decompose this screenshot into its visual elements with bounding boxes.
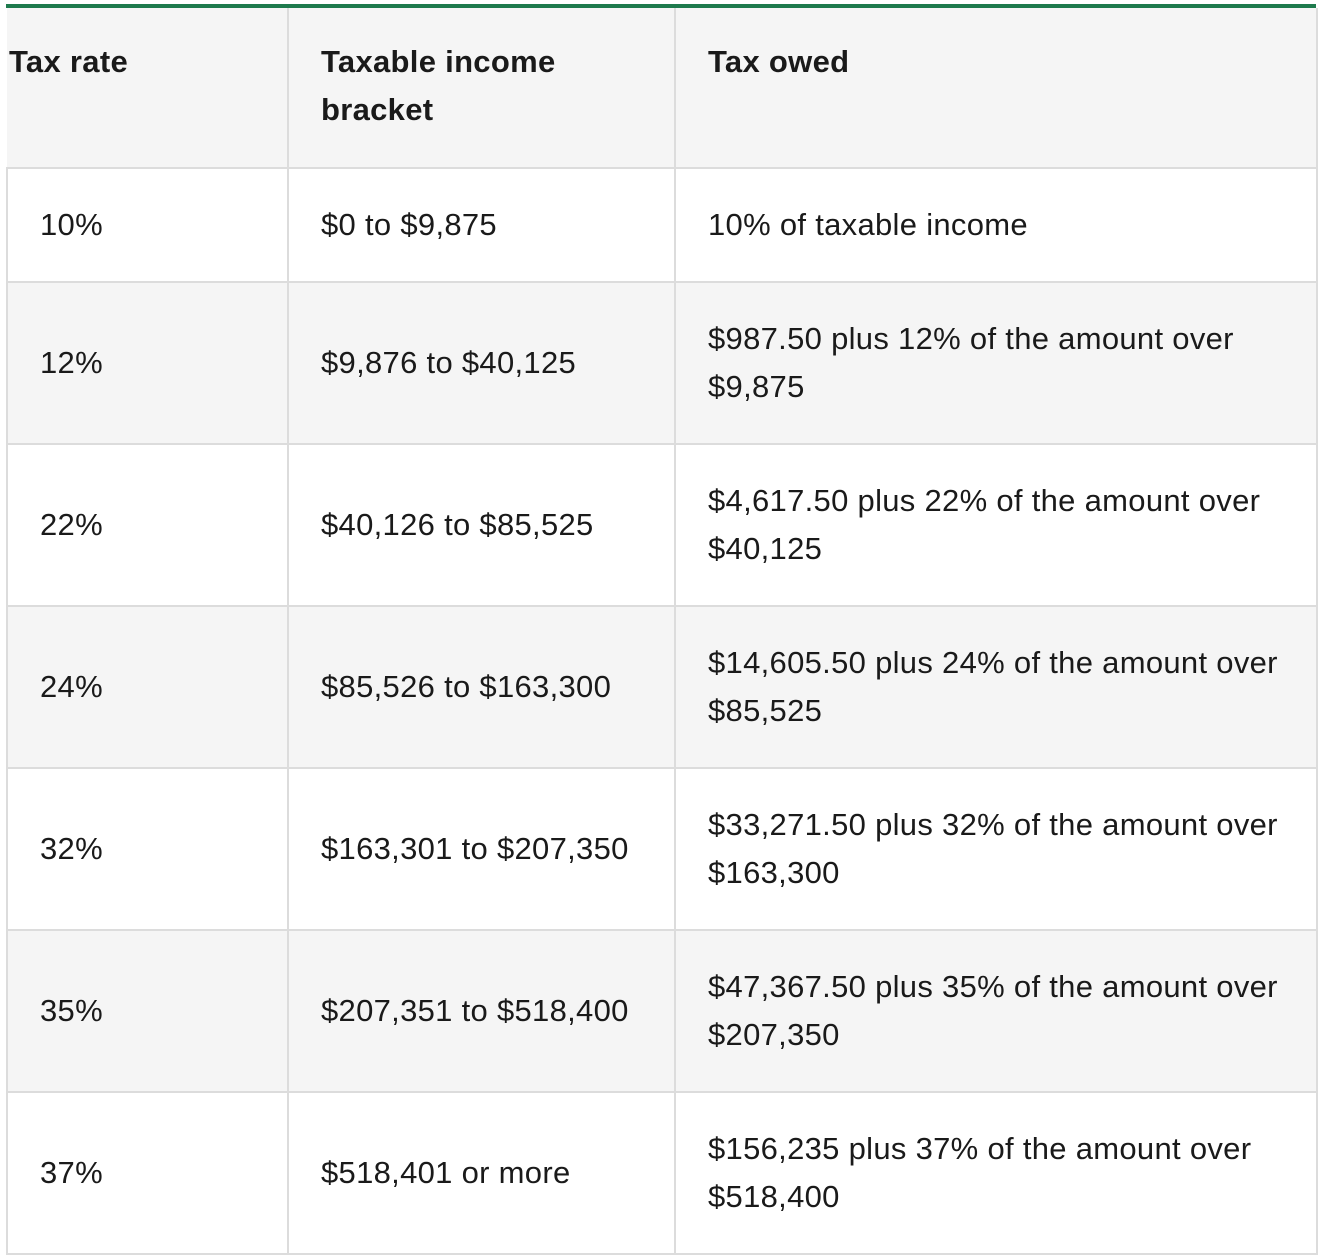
table-row: 12% $9,876 to $40,125 $987.50 plus 12% o… (6, 281, 1318, 445)
cell-tax-rate: 32% (6, 767, 289, 931)
table-row: 32% $163,301 to $207,350 $33,271.50 plus… (6, 767, 1318, 931)
cell-income-bracket: $163,301 to $207,350 (287, 767, 676, 931)
tax-brackets-table-container: Tax rate Taxable income bracket Tax owed… (6, 4, 1318, 1255)
cell-tax-owed: 10% of taxable income (674, 167, 1318, 283)
cell-tax-rate: 37% (6, 1091, 289, 1255)
tax-brackets-table: Tax rate Taxable income bracket Tax owed… (6, 8, 1318, 1255)
table-row: 37% $518,401 or more $156,235 plus 37% o… (6, 1091, 1318, 1255)
cell-tax-rate: 12% (6, 281, 289, 445)
cell-tax-owed: $4,617.50 plus 22% of the amount over $4… (674, 443, 1318, 607)
cell-tax-rate: 10% (6, 167, 289, 283)
cell-tax-owed: $33,271.50 plus 32% of the amount over $… (674, 767, 1318, 931)
header-tax-owed: Tax owed (674, 8, 1318, 169)
header-taxable-income-bracket: Taxable income bracket (287, 8, 676, 169)
cell-income-bracket: $0 to $9,875 (287, 167, 676, 283)
table-row: 10% $0 to $9,875 10% of taxable income (6, 167, 1318, 283)
cell-tax-owed: $47,367.50 plus 35% of the amount over $… (674, 929, 1318, 1093)
cell-income-bracket: $9,876 to $40,125 (287, 281, 676, 445)
header-row: Tax rate Taxable income bracket Tax owed (7, 8, 1318, 169)
header-tax-rate: Tax rate (7, 8, 289, 169)
cell-tax-rate: 22% (6, 443, 289, 607)
cell-tax-owed: $987.50 plus 12% of the amount over $9,8… (674, 281, 1318, 445)
table-row: 22% $40,126 to $85,525 $4,617.50 plus 22… (6, 443, 1318, 607)
table-row: 24% $85,526 to $163,300 $14,605.50 plus … (6, 605, 1318, 769)
table-row: 35% $207,351 to $518,400 $47,367.50 plus… (6, 929, 1318, 1093)
table-body: 10% $0 to $9,875 10% of taxable income 1… (6, 167, 1318, 1255)
table-header: Tax rate Taxable income bracket Tax owed (7, 8, 1318, 169)
cell-tax-rate: 24% (6, 605, 289, 769)
cell-income-bracket: $85,526 to $163,300 (287, 605, 676, 769)
cell-income-bracket: $518,401 or more (287, 1091, 676, 1255)
cell-tax-owed: $156,235 plus 37% of the amount over $51… (674, 1091, 1318, 1255)
cell-tax-rate: 35% (6, 929, 289, 1093)
cell-tax-owed: $14,605.50 plus 24% of the amount over $… (674, 605, 1318, 769)
cell-income-bracket: $207,351 to $518,400 (287, 929, 676, 1093)
cell-income-bracket: $40,126 to $85,525 (287, 443, 676, 607)
